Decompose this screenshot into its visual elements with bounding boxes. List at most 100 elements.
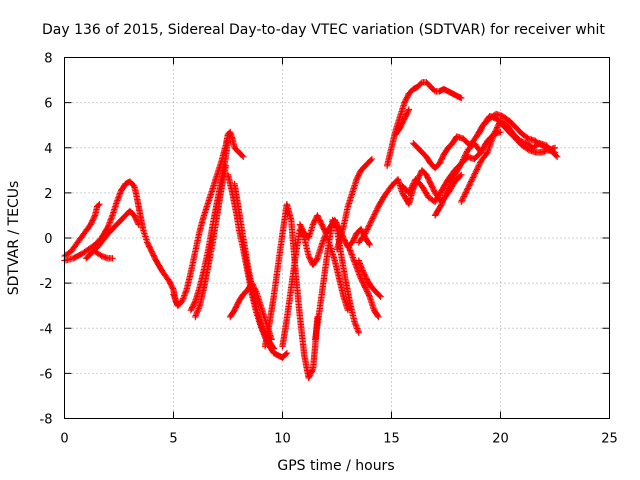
data-point	[460, 97, 462, 99]
data-point	[534, 151, 536, 153]
data-point	[260, 323, 262, 325]
data-point	[212, 242, 214, 244]
data-point	[323, 278, 325, 280]
data-point	[430, 183, 432, 185]
data-point	[473, 174, 475, 176]
data-point	[460, 174, 462, 176]
data-point	[401, 192, 403, 194]
data-point	[414, 178, 416, 180]
series-track-t	[392, 106, 413, 138]
x-tick-label: 0	[60, 432, 68, 447]
series-track-e	[170, 128, 247, 309]
x-tick-label: 20	[492, 432, 509, 447]
x-axis-label: GPS time / hours	[277, 458, 394, 474]
data-point	[371, 287, 373, 289]
data-point	[203, 287, 205, 289]
data-point	[343, 226, 345, 228]
series-track-v	[399, 128, 504, 206]
data-point	[521, 144, 523, 146]
data-point	[421, 169, 423, 171]
data-point	[225, 165, 227, 167]
data-point	[303, 354, 305, 356]
data-point	[456, 95, 458, 97]
data-point	[220, 187, 222, 189]
data-point	[142, 228, 144, 230]
data-point	[353, 320, 355, 322]
data-point	[242, 156, 244, 158]
data-point	[371, 219, 373, 221]
data-point	[255, 307, 257, 309]
data-point	[227, 133, 229, 135]
data-point	[138, 205, 140, 207]
data-point	[312, 264, 314, 266]
data-point	[541, 144, 543, 146]
data-point	[447, 90, 449, 92]
y-tick-label: 8	[44, 52, 52, 67]
data-point	[456, 135, 458, 137]
data-points	[61, 79, 561, 382]
data-point	[495, 113, 497, 115]
data-point	[343, 296, 345, 298]
data-point	[286, 318, 288, 320]
data-point	[173, 289, 174, 291]
data-point	[282, 232, 283, 234]
data-point	[264, 318, 266, 320]
y-tick-label: 0	[44, 232, 52, 247]
data-point	[308, 237, 310, 239]
data-point	[519, 140, 521, 142]
data-point	[227, 174, 229, 176]
data-point	[421, 151, 423, 153]
data-point	[273, 352, 275, 354]
data-point	[367, 280, 369, 282]
data-point	[478, 133, 480, 135]
data-point	[515, 126, 517, 128]
data-point	[541, 151, 543, 153]
data-point	[399, 115, 401, 117]
series-track-d	[91, 248, 116, 262]
data-point	[500, 120, 501, 122]
data-point	[286, 203, 288, 205]
data-point	[467, 149, 469, 151]
data-point	[443, 154, 445, 156]
data-point	[238, 151, 240, 153]
data-point	[358, 332, 360, 334]
data-point	[107, 257, 109, 259]
data-point	[107, 232, 109, 234]
data-point	[133, 214, 135, 216]
data-point	[277, 354, 279, 356]
data-point	[203, 214, 205, 216]
data-point	[94, 214, 96, 216]
data-point	[227, 140, 229, 142]
data-point	[325, 232, 327, 234]
data-point	[303, 232, 305, 234]
data-point	[247, 264, 249, 266]
data-point	[473, 142, 475, 144]
data-point	[168, 280, 170, 282]
data-point	[238, 210, 240, 212]
data-point	[242, 237, 244, 239]
data-point	[454, 174, 456, 176]
data-point	[500, 131, 501, 133]
data-point	[101, 255, 103, 257]
data-point	[255, 291, 257, 293]
x-tick-label: 10	[274, 432, 291, 447]
data-point	[362, 271, 364, 273]
data-point	[482, 124, 484, 126]
data-point	[547, 149, 549, 151]
x-tick-label: 25	[601, 432, 618, 447]
data-point	[391, 185, 392, 187]
data-point	[347, 205, 349, 207]
data-point	[327, 246, 329, 248]
data-point	[441, 203, 443, 205]
series-track-g	[192, 162, 229, 321]
data-point	[251, 282, 253, 284]
y-tick-label: -2	[40, 277, 53, 292]
data-point	[264, 345, 266, 347]
data-point	[155, 260, 157, 262]
data-point	[234, 309, 236, 311]
data-point	[98, 203, 100, 205]
data-point	[290, 219, 292, 221]
data-point	[408, 192, 410, 194]
x-tick-label: 15	[383, 432, 400, 447]
data-point	[401, 185, 403, 187]
